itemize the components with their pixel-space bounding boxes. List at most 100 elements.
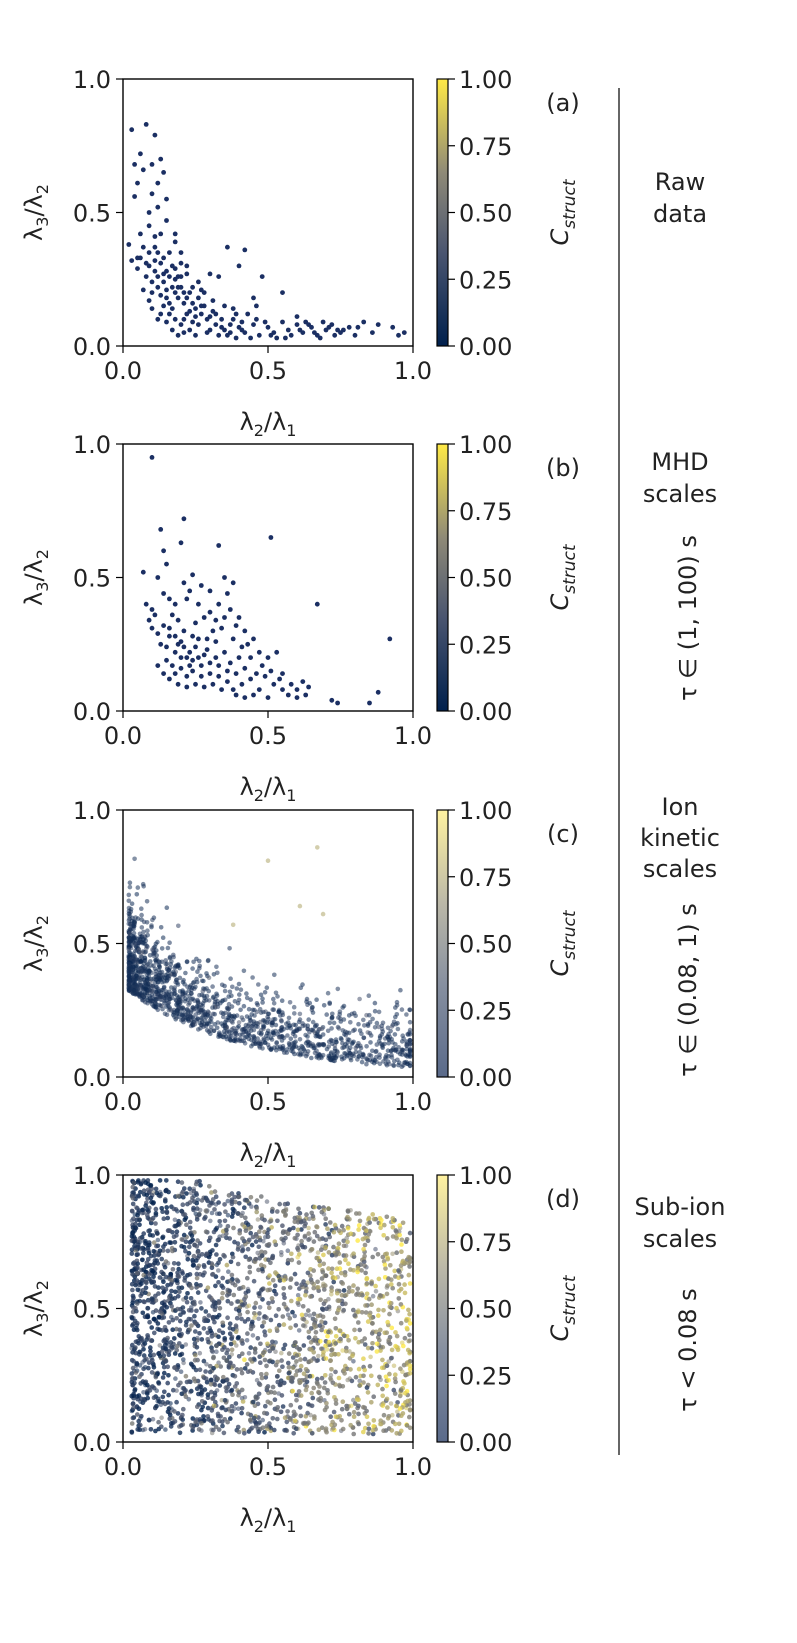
scatter-point [252, 1315, 257, 1321]
scatter-point [306, 1237, 311, 1242]
scatter-point [172, 671, 178, 676]
scatter-point [180, 1017, 186, 1022]
scatter-point [374, 1048, 379, 1054]
scatter-point [133, 948, 138, 954]
scatter-point [306, 1225, 311, 1231]
scatter-point [273, 990, 279, 996]
scatter-point [155, 180, 161, 186]
scatter-point [301, 1047, 307, 1052]
scatter-point [265, 1399, 271, 1405]
scatter-point [206, 988, 211, 994]
scatter-point [167, 625, 172, 631]
scatter-point [182, 1217, 188, 1223]
scatter-point [137, 979, 143, 984]
scatter-point [191, 1253, 197, 1259]
scatter-point [251, 1034, 256, 1039]
colorbar-tick-label: 0.00 [459, 1064, 512, 1092]
scale-label: MHD [651, 448, 708, 476]
scatter-point [210, 681, 216, 687]
scatter-point [337, 1298, 342, 1303]
scatter-point [339, 1223, 345, 1229]
scatter-point [233, 671, 239, 676]
scatter-point [194, 1308, 199, 1314]
x-tick-label: 1.0 [394, 357, 432, 385]
scatter-point [404, 1039, 409, 1044]
scatter-point [198, 1300, 203, 1305]
scatter-point [268, 535, 274, 540]
scatter-point [187, 308, 193, 314]
scatter-point [236, 1024, 241, 1029]
scatter-point [225, 244, 230, 250]
scatter-point [296, 1328, 302, 1333]
scatter-point [396, 1045, 401, 1050]
scatter-point [365, 1023, 371, 1028]
scatter-point [151, 915, 157, 920]
scatter-point [181, 580, 187, 586]
scatter-point [198, 583, 204, 588]
scatter-point [316, 1427, 322, 1432]
scatter-point [381, 1233, 387, 1238]
scatter-point [288, 1036, 294, 1041]
scatter-point [139, 912, 144, 918]
scatter-point [268, 332, 274, 338]
scatter-point [180, 1005, 186, 1011]
scatter-point [210, 1011, 216, 1017]
scatter-point [224, 1005, 230, 1011]
scatter-point [147, 987, 152, 993]
scatter-point [153, 974, 159, 980]
scatter-point [207, 327, 213, 333]
scatter-point [407, 1230, 413, 1236]
scatter-point [226, 1269, 231, 1274]
scatter-point [138, 959, 143, 964]
scatter-point [155, 1237, 161, 1243]
scatter-point [287, 1000, 293, 1005]
scatter-point [169, 327, 175, 333]
scatter-point [176, 923, 181, 929]
scatter-point [155, 284, 161, 290]
scatter-point [141, 937, 147, 942]
scatter-point [248, 676, 254, 682]
scatter-point [145, 932, 150, 938]
scatter-point [355, 1238, 361, 1243]
scatter-point [236, 997, 242, 1003]
scatter-point [195, 1238, 200, 1243]
scatter-point [187, 649, 193, 655]
scatter-point [164, 905, 170, 910]
scatter-point [369, 1400, 374, 1405]
scatter-point [401, 330, 407, 335]
scatter-point [292, 1034, 298, 1039]
scatter-point [223, 1209, 228, 1214]
scatter-point [248, 997, 253, 1002]
scatter-point [388, 1263, 393, 1268]
scatter-point [252, 1305, 257, 1310]
scatter-point [139, 1414, 144, 1419]
scatter-point [310, 1019, 316, 1025]
scatter-point [293, 1022, 299, 1028]
scatter-point [127, 913, 132, 919]
scatter-point [271, 1030, 276, 1036]
scatter-point [152, 612, 158, 618]
scatter-point [297, 903, 303, 909]
scatter-point [193, 681, 198, 687]
scatter-point [161, 271, 167, 277]
scatter-point [398, 1051, 403, 1057]
scatter-point [225, 1419, 230, 1425]
scatter-point [362, 1242, 368, 1248]
scatter-point [254, 671, 259, 676]
scatter-point [377, 1052, 382, 1057]
scatter-point [228, 976, 233, 981]
scatter-point [407, 1019, 413, 1025]
scatter-point [149, 455, 155, 460]
scatter-point [303, 1040, 309, 1046]
scatter-point [393, 1372, 398, 1377]
scatter-point [375, 689, 381, 695]
scatter-point [179, 1237, 185, 1242]
scale-label: Ion [662, 793, 699, 821]
scatter-point [144, 899, 150, 904]
scatter-point [239, 319, 245, 325]
scatter-point [329, 697, 335, 703]
scatter-point [167, 676, 172, 682]
scatter-point [126, 898, 132, 904]
scatter-point [131, 935, 136, 940]
scatter-point [265, 1011, 271, 1017]
